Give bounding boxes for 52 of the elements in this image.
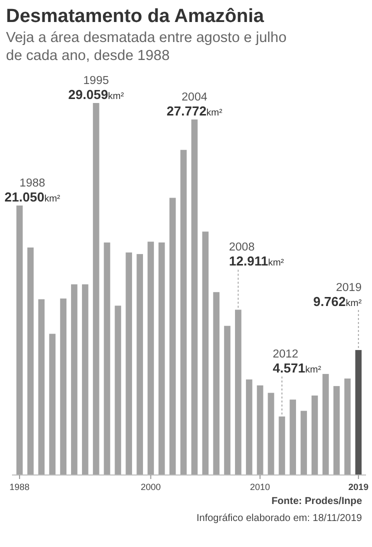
x-tick-label: 1988 xyxy=(10,482,30,492)
chart-title: Desmatamento da Amazônia xyxy=(6,6,264,27)
bar xyxy=(246,379,252,475)
bar xyxy=(333,386,340,475)
bar xyxy=(104,242,110,475)
annotation: 1988 xyxy=(20,178,46,190)
bar xyxy=(256,385,264,475)
bar xyxy=(27,248,34,475)
bar xyxy=(213,292,220,475)
chart-subtitle: Veja a área desmatada entre agosto e julho de cada ano, desde 1988 xyxy=(6,30,287,64)
bar xyxy=(268,392,274,475)
bar xyxy=(16,206,23,475)
annotation: 2012 xyxy=(272,348,298,360)
bar xyxy=(126,252,132,475)
bar xyxy=(169,198,176,475)
data-label: 21.050km² xyxy=(4,190,60,205)
bar xyxy=(300,410,307,475)
data-label: 9.762km² xyxy=(313,294,362,310)
bar xyxy=(49,334,56,475)
bar xyxy=(355,350,362,475)
bar xyxy=(38,299,45,475)
bar xyxy=(202,232,209,475)
data-label: 27.772km² xyxy=(166,103,222,118)
data-label: 4.571km² xyxy=(272,360,322,376)
bar xyxy=(191,119,198,475)
x-tick-label: 2019 xyxy=(348,482,368,492)
annotation: 2008 xyxy=(229,242,255,254)
bar xyxy=(92,103,100,475)
bar xyxy=(235,310,242,475)
x-tick-label: 2010 xyxy=(250,482,270,492)
bar xyxy=(278,416,286,475)
source-note: Fonte: Prodes/Inpe xyxy=(271,496,362,507)
annotation: 2004 xyxy=(182,91,208,104)
bar xyxy=(71,284,78,475)
bar xyxy=(136,254,143,475)
text: Infográfico elaborado em: 18/11/2019 xyxy=(196,513,362,524)
data-label: 12.911km² xyxy=(229,254,284,269)
bar xyxy=(344,378,351,475)
x-tick-label: 2000 xyxy=(140,482,161,492)
data-label: 29.059km² xyxy=(68,87,124,102)
bar xyxy=(290,400,296,475)
bar xyxy=(312,396,318,475)
bar xyxy=(322,374,329,475)
text: 1995 xyxy=(83,75,109,87)
bar xyxy=(224,326,230,475)
annotation: 2019 xyxy=(336,282,362,294)
bar xyxy=(82,284,88,475)
bar xyxy=(114,306,122,475)
bar xyxy=(148,242,154,475)
bar xyxy=(60,298,66,475)
bar xyxy=(180,150,187,475)
bar xyxy=(158,242,165,475)
